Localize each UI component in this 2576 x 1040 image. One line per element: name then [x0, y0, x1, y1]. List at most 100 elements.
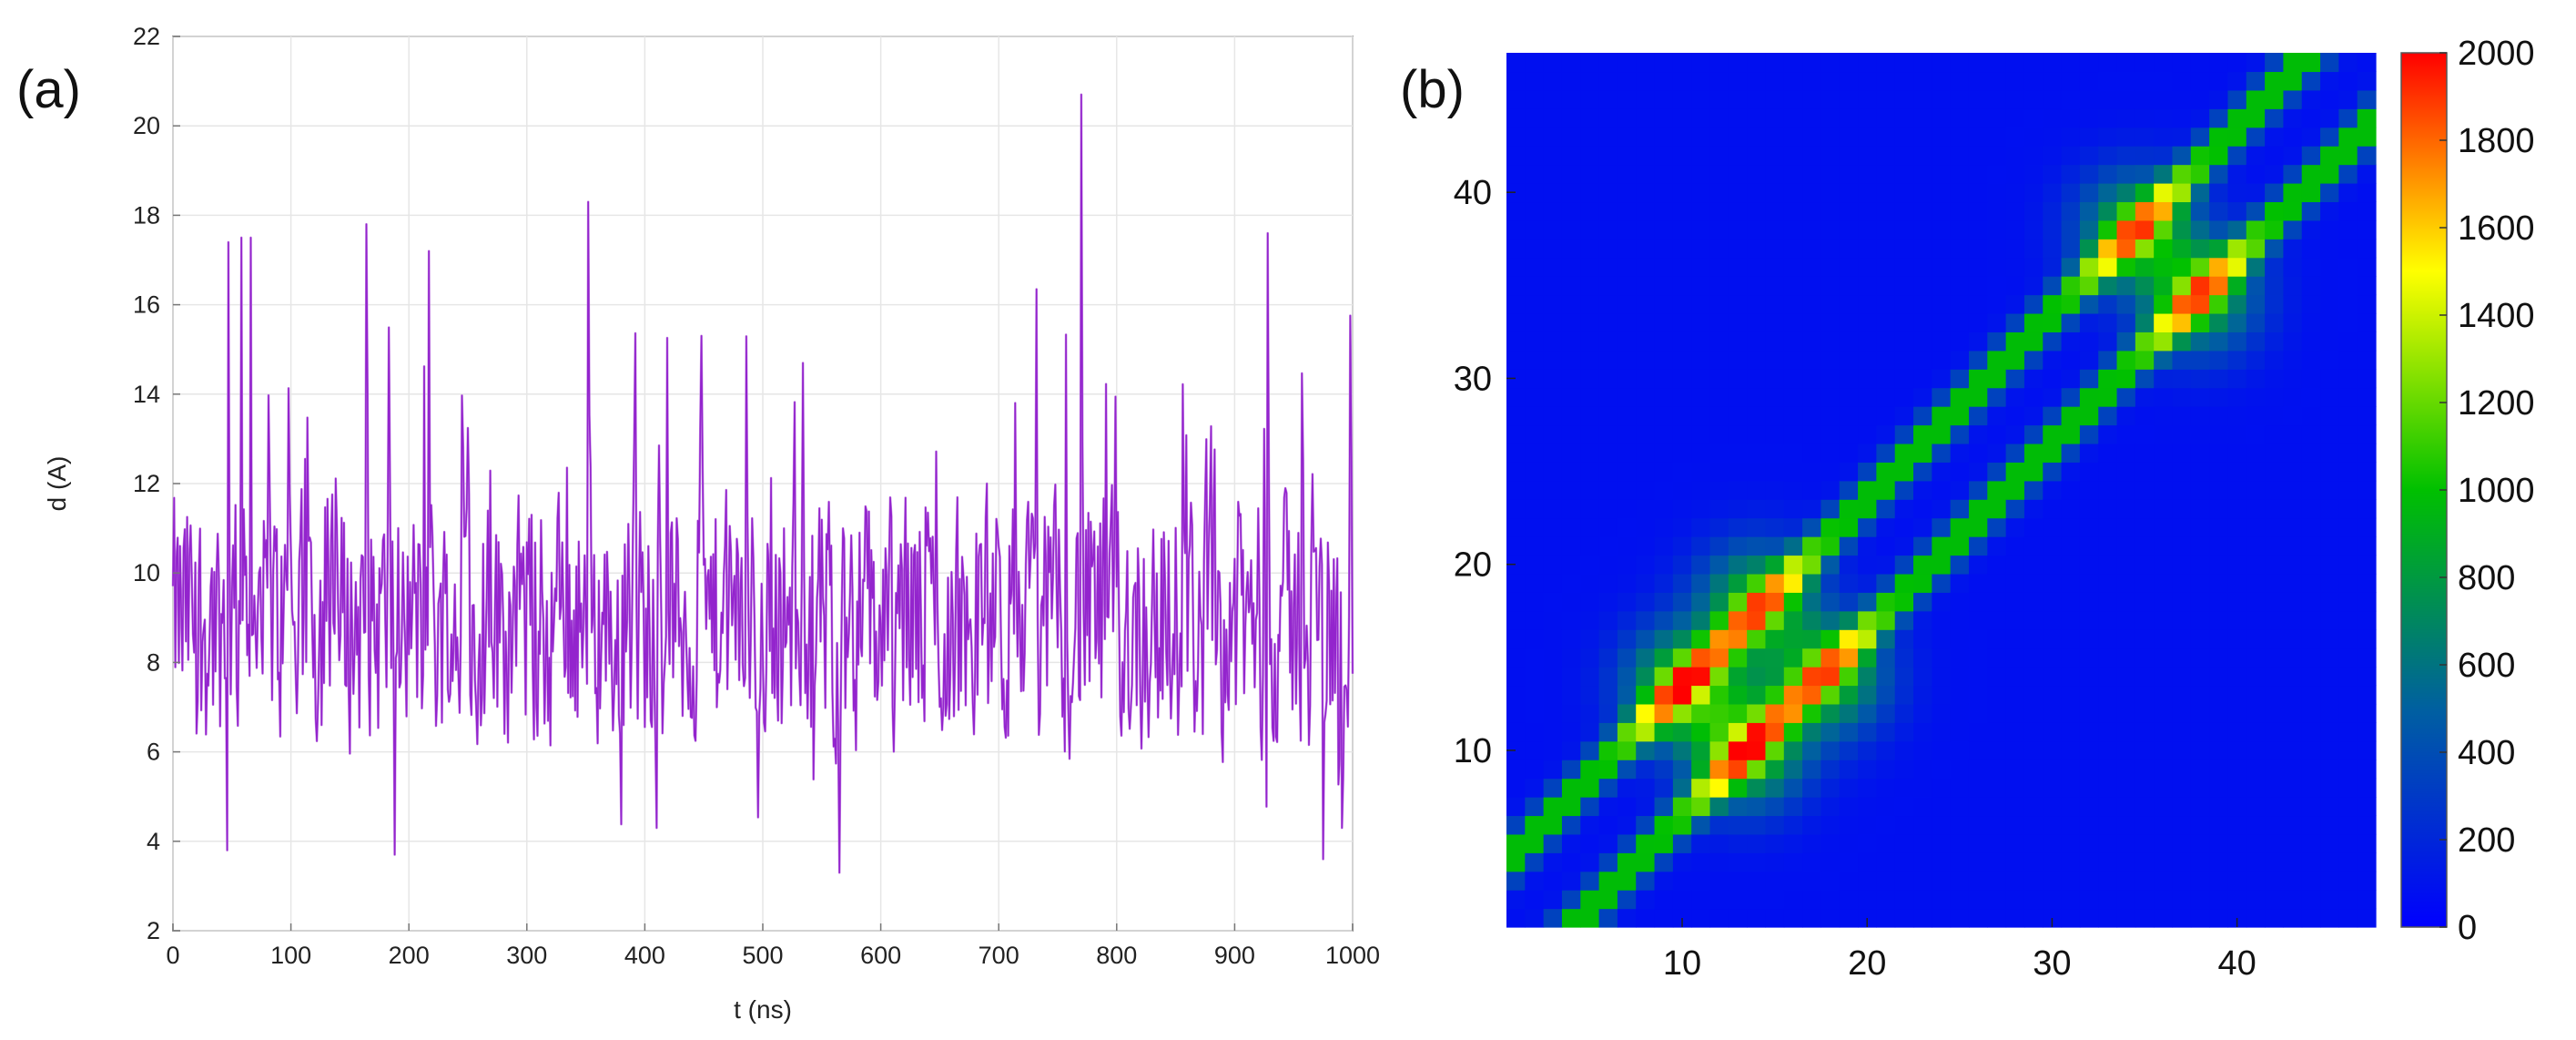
heatmap-cell: [1525, 182, 1545, 203]
heatmap-cell: [1580, 276, 1600, 296]
heatmap-cell: [1987, 778, 2007, 798]
heatmap-cell: [1636, 350, 1656, 370]
heatmap-cell: [1598, 871, 1618, 891]
heatmap-cell: [2320, 629, 2339, 649]
heatmap-cell: [2135, 350, 2155, 370]
heatmap-cell: [1765, 312, 1785, 332]
heatmap-cell: [1598, 685, 1618, 705]
heatmap-cell: [1672, 89, 1692, 109]
heatmap-cell: [1987, 890, 2007, 910]
heatmap-cell: [2246, 201, 2266, 221]
heatmap-cell: [1728, 890, 1748, 910]
heatmap-cell: [1894, 871, 1914, 891]
heatmap-cell: [2320, 592, 2339, 612]
heatmap-cell: [1987, 685, 2007, 705]
heatmap-cell: [2023, 815, 2044, 835]
heatmap-cell: [1525, 89, 1545, 109]
heatmap-cell: [1617, 536, 1637, 556]
heatmap-cell: [2227, 462, 2247, 482]
heatmap-cell: [2061, 629, 2081, 649]
heatmap-cell: [2357, 127, 2377, 147]
heatmap-cell: [1617, 462, 1637, 482]
heatmap-cell: [2265, 387, 2285, 407]
heatmap-cell: [2320, 722, 2339, 742]
heatmap-cell: [2209, 629, 2229, 649]
heatmap-cell: [2079, 387, 2099, 407]
heatmap-cell: [1820, 629, 1841, 649]
heatmap-cell: [2190, 350, 2210, 370]
heatmap-cell: [2246, 890, 2266, 910]
heatmap-cell: [2116, 127, 2136, 147]
heatmap-cell: [2246, 127, 2266, 147]
heatmap-cell: [2005, 201, 2025, 221]
heatmap-cell: [2190, 573, 2210, 593]
heatmap-cell: [1802, 201, 1822, 221]
heatmap-cell: [2209, 257, 2229, 277]
heatmap-cell: [1839, 257, 1859, 277]
heatmap-cell: [2116, 740, 2136, 760]
heatmap-cell: [1876, 443, 1896, 463]
heatmap-cell: [1691, 871, 1711, 891]
heatmap-cell: [1580, 517, 1600, 537]
heatmap-cell: [2098, 667, 2118, 687]
heatmap-cell: [2283, 146, 2303, 166]
heatmap-cell: [1617, 331, 1637, 352]
heatmap-cell: [1932, 890, 1952, 910]
heatmap-cell: [1913, 908, 1932, 928]
heatmap-cell: [2079, 685, 2099, 705]
heatmap-cell: [2246, 629, 2266, 649]
heatmap-cell: [2172, 424, 2192, 444]
heatmap-cell: [1598, 852, 1618, 872]
heatmap-cell: [1672, 219, 1692, 240]
heatmap-cell: [1876, 350, 1896, 370]
heatmap-cell: [1728, 127, 1748, 147]
heatmap-cell: [1561, 239, 1581, 259]
heatmap-cell: [2061, 685, 2081, 705]
heatmap-cell: [1728, 257, 1748, 277]
heatmap-cell: [1691, 815, 1711, 835]
heatmap-cell: [2172, 257, 2192, 277]
heatmap-cell: [2338, 462, 2358, 482]
heatmap-cell: [2023, 592, 2044, 612]
heatmap-cell: [1691, 89, 1711, 109]
heatmap-cell: [1747, 667, 1767, 687]
heatmap-cell: [2005, 387, 2025, 407]
heatmap-cell: [1580, 480, 1600, 500]
heatmap-cell: [1506, 890, 1526, 910]
heatmap-cell: [2209, 127, 2229, 147]
heatmap-cell: [1913, 703, 1932, 723]
heatmap-cell: [2320, 573, 2339, 593]
colorbar-tick-label: 800: [2458, 559, 2515, 597]
heatmap-cell: [1968, 480, 1988, 500]
heatmap-cell: [1987, 164, 2007, 184]
heatmap-cell: [2190, 331, 2210, 352]
heatmap-cell: [2246, 760, 2266, 780]
heatmap-cell: [2172, 536, 2192, 556]
heatmap-cell: [1968, 667, 1988, 687]
heatmap-cell: [1506, 833, 1526, 853]
heatmap-cell: [1691, 517, 1711, 537]
heatmap-cell: [2209, 778, 2229, 798]
heatmap-cell: [1525, 610, 1545, 630]
heatmap-cell: [2301, 890, 2321, 910]
heatmap-cell: [1950, 740, 1970, 760]
heatmap-cell: [1913, 517, 1932, 537]
heatmap-cell: [1672, 647, 1692, 668]
heatmap-cell: [1839, 424, 1859, 444]
heatmap-cell: [2357, 89, 2377, 109]
heatmap-cell: [2246, 89, 2266, 109]
heatmap-cell: [2301, 294, 2321, 314]
heatmap-cell: [2227, 555, 2247, 575]
heatmap-cell: [2283, 871, 2303, 891]
heatmap-cell: [1525, 276, 1545, 296]
heatmap-cell: [1506, 760, 1526, 780]
heatmap-cell: [1987, 536, 2007, 556]
heatmap-cell: [1987, 462, 2007, 482]
heatmap-cell: [1747, 127, 1767, 147]
heatmap-cell: [2005, 647, 2025, 668]
heatmap-cell: [2154, 610, 2174, 630]
heatmap-cell: [1913, 219, 1932, 240]
heatmap-cell: [1580, 685, 1600, 705]
heatmap-cell: [1913, 257, 1932, 277]
heatmap-cell: [1654, 740, 1674, 760]
